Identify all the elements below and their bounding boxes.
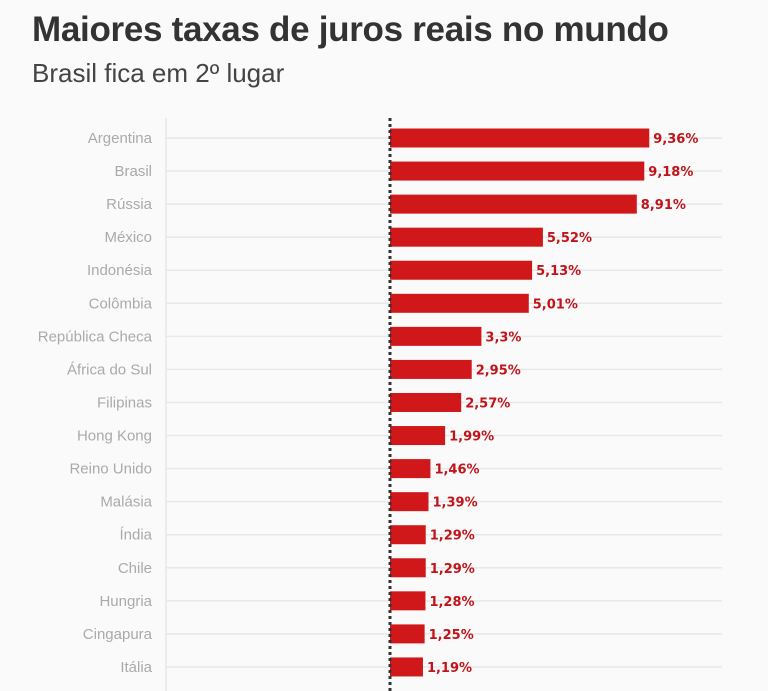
- data-label: 9,36%: [653, 132, 698, 147]
- bar: [390, 492, 429, 512]
- data-label: 5,52%: [547, 231, 592, 246]
- chart-subtitle: Brasil fica em 2º lugar: [32, 58, 285, 88]
- category-label: Cingapura: [83, 626, 153, 643]
- data-label: 1,28%: [429, 595, 474, 610]
- category-label: Indonésia: [87, 262, 153, 279]
- data-label: 3,3%: [485, 330, 521, 345]
- category-label: Itália: [120, 659, 152, 676]
- category-label: Chile: [118, 560, 152, 577]
- bar: [390, 392, 462, 412]
- category-label: Argentina: [88, 130, 153, 147]
- category-label: Hong Kong: [77, 428, 152, 445]
- data-label: 1,19%: [427, 661, 472, 676]
- chart-title: Maiores taxas de juros reais no mundo: [32, 10, 669, 49]
- data-label: 1,29%: [430, 529, 475, 544]
- bar: [390, 260, 533, 280]
- data-label: 1,29%: [430, 562, 475, 577]
- bar: [390, 459, 431, 479]
- bar: [390, 326, 482, 346]
- bar: [390, 128, 650, 148]
- category-label: África do Sul: [67, 361, 152, 378]
- bar: [390, 227, 543, 247]
- data-label: 1,39%: [433, 496, 478, 511]
- data-label: 5,13%: [536, 264, 581, 279]
- category-label: Filipinas: [97, 394, 152, 411]
- data-label: 1,46%: [434, 463, 479, 478]
- bar: [390, 359, 472, 379]
- category-label: Índia: [119, 527, 152, 544]
- bar: [390, 293, 529, 313]
- bar: [390, 161, 645, 181]
- category-label: Malásia: [100, 494, 152, 511]
- bar: [390, 657, 423, 677]
- bar: [390, 194, 637, 214]
- bar: [390, 591, 426, 611]
- data-label: 1,99%: [449, 430, 494, 445]
- category-label: República Checa: [38, 328, 153, 345]
- data-label: 8,91%: [641, 198, 686, 213]
- bar: [390, 426, 446, 446]
- data-label: 1,25%: [429, 628, 474, 643]
- category-label: Brasil: [114, 163, 152, 180]
- data-label: 9,18%: [648, 165, 693, 180]
- category-label: Reino Unido: [69, 461, 152, 478]
- data-label: 5,01%: [533, 297, 578, 312]
- bar: [390, 558, 426, 578]
- category-label: Colômbia: [89, 295, 153, 312]
- data-label: 2,57%: [465, 396, 510, 411]
- category-label: Hungria: [99, 593, 152, 610]
- data-label: 2,95%: [476, 363, 521, 378]
- category-label: México: [104, 229, 152, 246]
- category-label: Rússia: [106, 196, 153, 213]
- bar: [390, 624, 425, 644]
- bar: [390, 525, 426, 545]
